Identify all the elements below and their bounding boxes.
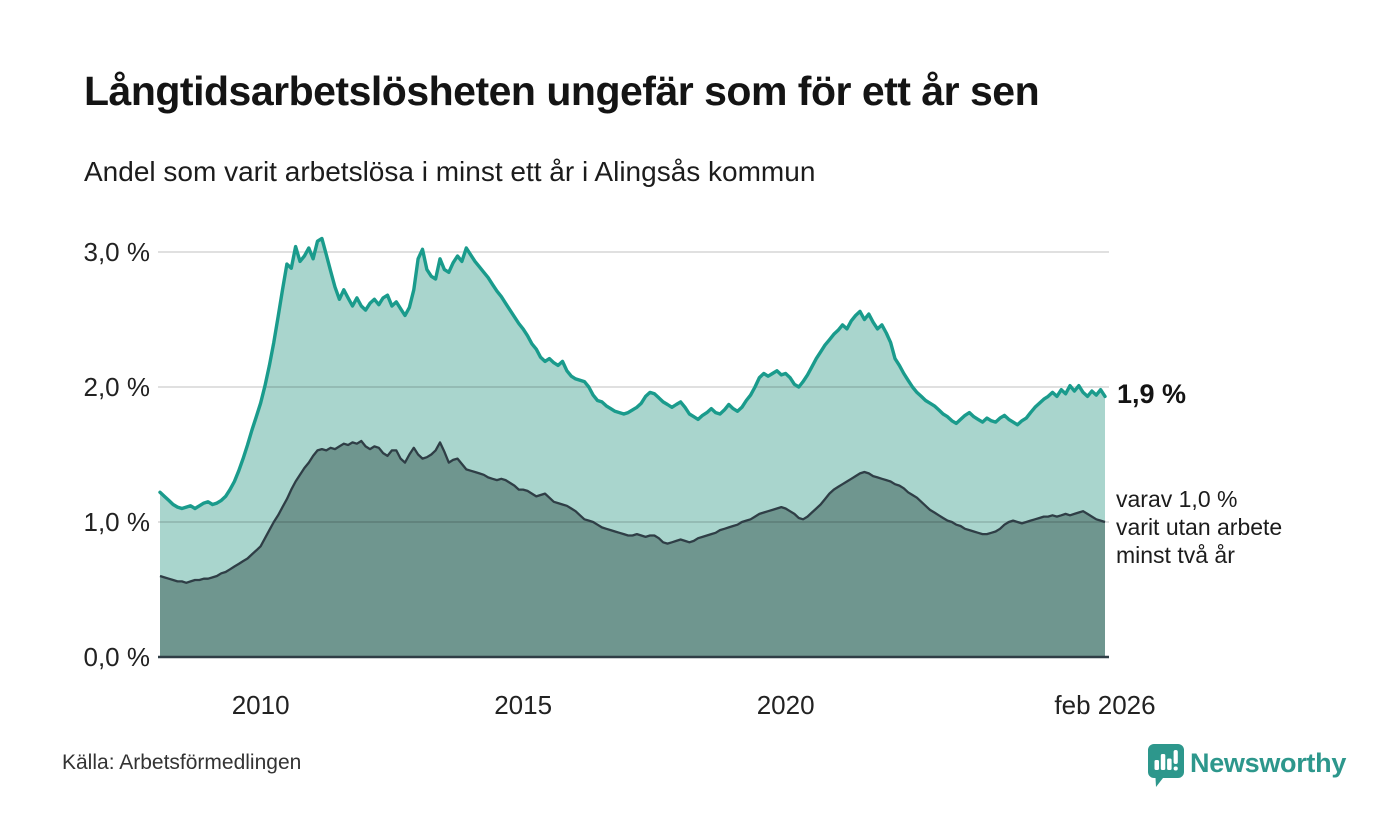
brand-name: Newsworthy xyxy=(1190,748,1347,778)
line-total xyxy=(158,236,1107,511)
secondary-series-annotation: varav 1,0 % varit utan arbete minst två … xyxy=(1116,485,1282,569)
chart-subtitle: Andel som varit arbetslösa i minst ett å… xyxy=(84,156,816,187)
source-note: Källa: Arbetsförmedlingen xyxy=(62,751,302,774)
exclamation-dot xyxy=(1173,766,1178,771)
bar-icon xyxy=(1154,760,1159,770)
area-two-years xyxy=(160,441,1105,657)
y-tick-label: 2,0 % xyxy=(83,372,151,402)
secondary-annotation-line: minst två år xyxy=(1116,542,1235,568)
x-tick-label: 2015 xyxy=(494,690,553,720)
secondary-annotation-line: varav 1,0 % xyxy=(1116,486,1238,512)
newsworthy-icon-bubble xyxy=(1148,744,1184,787)
brand-logo: Newsworthy xyxy=(1146,742,1346,790)
y-tick-label: 3,0 % xyxy=(83,237,151,267)
x-tick-label: 2020 xyxy=(756,690,815,720)
y-tick-label: 1,0 % xyxy=(83,507,151,537)
line-two-years xyxy=(159,439,1106,584)
y-tick-label: 0,0 % xyxy=(83,642,151,672)
secondary-annotation-line: varit utan arbete xyxy=(1116,514,1283,540)
bar-icon xyxy=(1160,754,1166,770)
bar-icon xyxy=(1167,758,1172,770)
latest-value-annotation: 1,9 % xyxy=(1117,379,1187,410)
x-tick-label: feb 2026 xyxy=(1054,690,1156,720)
page-title: Långtidsarbetslösheten ungefär som för e… xyxy=(84,68,1040,114)
newsworthy-icon xyxy=(1148,744,1184,787)
x-tick-label: 2010 xyxy=(231,690,290,720)
exclamation-icon xyxy=(1173,750,1178,764)
